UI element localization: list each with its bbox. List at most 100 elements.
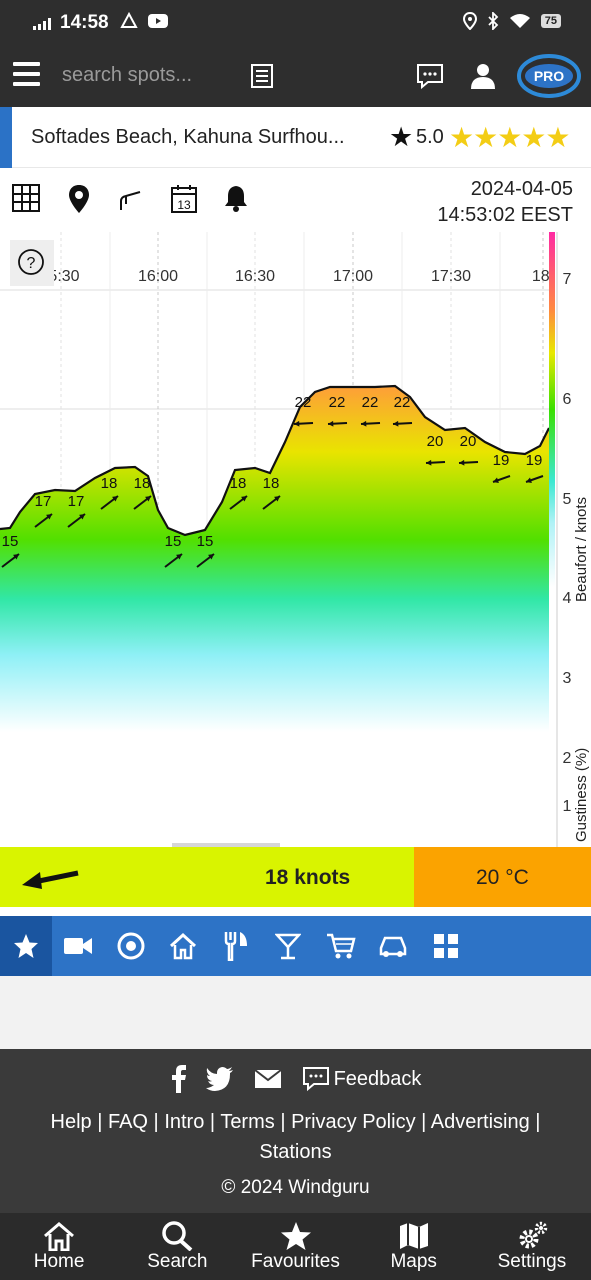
battery-indicator: 75 xyxy=(540,14,561,28)
map-pin-icon[interactable] xyxy=(67,184,91,214)
bell-icon[interactable] xyxy=(224,184,248,212)
map-icon xyxy=(399,1223,428,1249)
rating-star-icon: ★ xyxy=(389,122,414,152)
x-tick-label: 17:30 xyxy=(431,268,471,285)
forecast-datetime: 2024-04-05 14:53:02 EEST xyxy=(437,176,573,228)
beaufort-tick: 3 xyxy=(563,670,572,687)
forecast-time: 14:53:02 EEST xyxy=(437,204,573,226)
beaufort-ticks: 7 6 5 4 3 2 1 xyxy=(563,271,572,815)
email-icon[interactable] xyxy=(253,1069,282,1089)
x-tick-label: 16:00 xyxy=(138,268,178,285)
menu-icon[interactable] xyxy=(13,62,40,90)
footer-link-advertising[interactable]: Advertising xyxy=(430,1111,530,1133)
video-camera-icon[interactable] xyxy=(52,916,104,976)
wind-arrow-head xyxy=(208,554,214,560)
wind-speed-label: 17 xyxy=(68,493,85,510)
wind-arrow-head xyxy=(274,496,280,502)
car-icon[interactable] xyxy=(367,916,419,976)
category-bar xyxy=(0,916,591,976)
home-icon[interactable] xyxy=(157,916,209,976)
question-circle-icon xyxy=(18,249,44,275)
help-button[interactable]: ? xyxy=(10,240,54,286)
search-input[interactable]: search spots... xyxy=(62,64,193,86)
beaufort-tick: 7 xyxy=(563,271,572,288)
wind-arrow-head xyxy=(13,554,19,560)
list-icon[interactable] xyxy=(250,63,274,89)
beaufort-scale-bar xyxy=(549,232,555,587)
nav-home[interactable]: Home xyxy=(0,1213,118,1280)
wind-area xyxy=(0,386,549,847)
temperature-summary: 20 °C xyxy=(414,847,591,907)
bottom-nav: Home Search Favourites Maps Settings xyxy=(0,1213,591,1280)
wind-speed-label: 18 xyxy=(263,475,280,492)
footer-link-stations[interactable]: Stations xyxy=(259,1141,332,1163)
status-bar: 14:58 75 xyxy=(0,0,591,46)
wind-marks: 15 17 17 18 18 15 15 18 18 22 22 22 22 20 20 19 19 xyxy=(1,394,544,568)
settings-icon xyxy=(519,1221,548,1249)
restaurant-icon[interactable] xyxy=(210,916,262,976)
youtube-icon xyxy=(148,14,169,28)
calendar-icon[interactable]: 13 xyxy=(171,184,197,214)
cart-icon[interactable] xyxy=(315,916,367,976)
twitter-icon[interactable] xyxy=(205,1067,234,1091)
rating-stars[interactable]: ★★★★★ xyxy=(449,122,571,153)
nav-maps[interactable]: Maps xyxy=(355,1213,473,1280)
x-tick-label: 16:30 xyxy=(235,268,275,285)
footer-link-privacy[interactable]: Privacy Policy xyxy=(291,1111,416,1133)
wind-arrow-head xyxy=(145,496,151,502)
beaufort-tick: 2 xyxy=(563,750,572,767)
nav-search[interactable]: Search xyxy=(118,1213,236,1280)
footer-link-terms[interactable]: Terms xyxy=(220,1111,275,1133)
facebook-icon[interactable] xyxy=(170,1065,186,1093)
copyright: © 2024 Windguru xyxy=(221,1177,370,1198)
spacer xyxy=(0,976,591,1049)
footer-link-intro[interactable]: Intro xyxy=(164,1111,205,1133)
footer-links: Help | FAQ | Intro | Terms | Privacy Pol… xyxy=(50,1111,541,1163)
feedback-label: Feedback xyxy=(333,1067,422,1090)
feedback-link[interactable]: Feedback xyxy=(302,1066,422,1092)
spot-profile-icon[interactable] xyxy=(118,184,144,212)
wind-line xyxy=(0,384,550,537)
nav-home-label: Home xyxy=(33,1251,85,1272)
wind-speed-label: 22 xyxy=(394,394,411,411)
current-conditions: 18 knots 20 °C xyxy=(0,847,591,907)
wind-speed-label: 18 xyxy=(230,475,247,492)
temperature-value: 20 °C xyxy=(476,866,529,889)
cocktail-icon[interactable] xyxy=(262,916,314,976)
nav-settings-label: Settings xyxy=(497,1251,567,1272)
social-links: Feedback xyxy=(0,1065,591,1093)
wind-speed-label: 15 xyxy=(165,533,182,550)
nav-settings[interactable]: Settings xyxy=(473,1213,591,1280)
feedback-chat-icon xyxy=(302,1067,329,1092)
signal-icon xyxy=(33,18,51,30)
wind-arrow-head xyxy=(493,477,499,483)
wind-speed-label: 22 xyxy=(329,394,346,411)
wind-speed-label: 19 xyxy=(493,452,510,469)
user-icon[interactable] xyxy=(470,62,496,90)
footer-link-help[interactable]: Help xyxy=(50,1111,92,1133)
pro-badge[interactable]: PRO xyxy=(516,52,582,100)
grid-icon[interactable] xyxy=(420,916,472,976)
wind-speed-label: 17 xyxy=(35,493,52,510)
nav-maps-label: Maps xyxy=(390,1251,437,1272)
x-tick-label: 5:30 xyxy=(48,268,79,285)
star-icon[interactable] xyxy=(0,916,52,976)
beaufort-tick: 1 xyxy=(563,798,572,815)
gustiness-axis-label: Gustiness (%) xyxy=(573,748,590,842)
search-icon xyxy=(162,1221,193,1251)
wind-arrow-head xyxy=(79,514,85,520)
nav-search-label: Search xyxy=(147,1251,208,1272)
beaufort-tick: 4 xyxy=(563,590,572,607)
chat-icon[interactable] xyxy=(416,62,444,90)
target-icon[interactable] xyxy=(105,916,157,976)
nav-favourites[interactable]: Favourites xyxy=(236,1213,354,1280)
wind-speed-label: 20 xyxy=(427,433,444,450)
forecast-toolbar: 13 2024-04-05 14:53:02 EEST xyxy=(0,168,591,232)
status-time: 14:58 xyxy=(60,12,109,33)
table-grid-icon[interactable] xyxy=(12,184,40,212)
footer-link-faq[interactable]: FAQ xyxy=(107,1111,148,1133)
spot-name[interactable]: Softades Beach, Kahuna Surfhou... xyxy=(31,126,345,148)
wifi-icon xyxy=(509,14,530,28)
wind-direction-arrow-icon xyxy=(22,870,79,889)
